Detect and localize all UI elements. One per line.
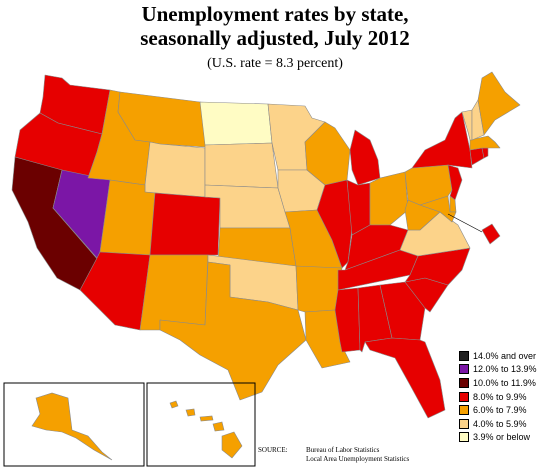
legend-label: 4.0% to 5.9%: [473, 418, 527, 429]
state-ak: [31, 392, 113, 461]
dc-leader-line: [447, 213, 483, 233]
state-co: [149, 192, 221, 256]
legend-swatch: [459, 391, 469, 402]
legend-label: 10.0% to 11.9%: [473, 377, 536, 388]
state-md: [419, 195, 457, 223]
legend-swatch: [459, 364, 469, 375]
state-oh: [369, 171, 409, 226]
source-note: SOURCE: Bureau of Labor Statistics Local …: [258, 446, 409, 464]
legend-item: 14.0% and over: [459, 349, 537, 363]
state-hi-maui: [212, 421, 225, 432]
state-nd: [199, 101, 273, 146]
legend-item: 12.0% to 13.9%: [459, 363, 537, 377]
legend-swatch: [459, 350, 469, 361]
legend-label: 12.0% to 13.9%: [473, 364, 537, 375]
legend-item: 8.0% to 9.9%: [459, 390, 537, 404]
alaska-inset-frame: [3, 382, 145, 467]
state-wy: [144, 141, 206, 198]
state-ct: [469, 147, 485, 166]
state-vt: [461, 109, 473, 141]
legend-item: 6.0% to 7.9%: [459, 403, 537, 417]
legend-label: 3.9% or below: [473, 432, 531, 443]
state-mi: [349, 129, 381, 186]
map-subtitle: (U.S. rate = 8.3 percent): [207, 56, 343, 71]
state-wi: [304, 121, 351, 186]
state-hi-kauai: [169, 400, 179, 409]
legend-label: 8.0% to 9.9%: [473, 391, 527, 402]
legend-item: 4.0% to 5.9%: [459, 417, 537, 431]
legend: 14.0% and over 12.0% to 13.9% 10.0% to 11.…: [459, 349, 537, 444]
state-tx: [159, 261, 307, 401]
state-ga: [379, 281, 426, 341]
legend-swatch: [459, 377, 469, 388]
legend-swatch: [459, 418, 469, 429]
legend-item: 3.9% or below: [459, 431, 537, 445]
state-ar: [295, 265, 343, 313]
hawaii-inset-frame: [146, 382, 256, 467]
source-line-1: Bureau of Labor Statistics: [306, 446, 380, 454]
legend-label: 14.0% and over: [473, 350, 537, 361]
legend-label: 6.0% to 7.9%: [473, 405, 527, 416]
state-dc: [481, 223, 501, 245]
state-ma: [469, 135, 501, 151]
state-ny: [411, 111, 473, 169]
state-il: [316, 179, 353, 269]
legend-item: 10.0% to 11.9%: [459, 376, 537, 390]
state-hi-big-island: [221, 431, 243, 459]
map-title-line-2: seasonally adjusted, July 2012: [140, 26, 410, 50]
state-fl: [364, 337, 446, 419]
source-label: SOURCE:: [258, 446, 288, 454]
map-title-line-1: Unemployment rates by state,: [141, 2, 409, 26]
state-sd: [204, 142, 279, 189]
state-hi-molokai: [199, 415, 214, 422]
state-hi-oahu: [185, 408, 196, 417]
state-me: [477, 71, 521, 136]
source-line-2: Local Area Unemployment Statistics: [306, 455, 410, 463]
legend-swatch: [459, 405, 469, 416]
legend-swatch: [459, 432, 469, 443]
state-nm: [139, 254, 209, 331]
